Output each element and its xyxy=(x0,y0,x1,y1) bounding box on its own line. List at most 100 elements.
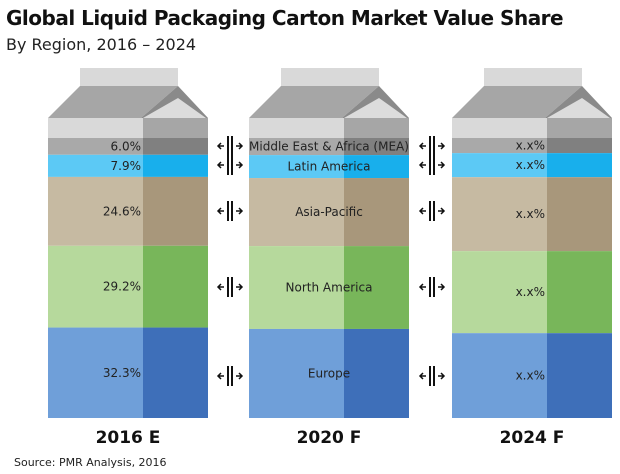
carton-band xyxy=(48,118,143,138)
arrow-right xyxy=(236,372,244,380)
segment-region-label: Europe xyxy=(308,366,350,380)
bar-segment-shade xyxy=(547,333,612,418)
carton-cap xyxy=(484,68,582,86)
chart-title: Global Liquid Packaging Carton Market Va… xyxy=(6,6,564,30)
split-arrows-icon xyxy=(418,136,446,156)
carton-2: Middle East & Africa (MEA) Latin America A… xyxy=(249,68,409,448)
arrow-right xyxy=(236,283,244,291)
carton-roof-front xyxy=(48,86,178,118)
arrow-left xyxy=(418,372,426,380)
arrow-left xyxy=(418,207,426,215)
bar-segment xyxy=(249,138,344,156)
bar-segment xyxy=(249,246,344,329)
bar-segment xyxy=(48,327,143,418)
bar-segment xyxy=(452,153,547,178)
carton-band-side xyxy=(547,118,612,138)
carton-band xyxy=(452,118,547,138)
arrow-left xyxy=(418,161,426,169)
chart-subtitle: By Region, 2016 – 2024 xyxy=(6,35,197,54)
carton-3: x.x% x.x% x.x% x.x% x.x% 2024 F xyxy=(452,68,612,448)
data-label: 32.3% xyxy=(103,366,141,380)
carton-roof-fold xyxy=(344,98,407,118)
segment-region-label: North America xyxy=(286,281,373,295)
split-arrows-icon xyxy=(418,201,446,221)
split-arrows-icon xyxy=(216,136,244,156)
bar-segment-shade xyxy=(344,178,409,247)
segment-region-label: Asia-Pacific xyxy=(295,205,363,219)
carton-roof-fold xyxy=(547,98,610,118)
data-label: x.x% xyxy=(516,369,545,383)
bar-segment xyxy=(249,155,344,179)
segment-region-label: Latin America xyxy=(288,160,371,174)
bar-segment-shade xyxy=(547,177,612,252)
carton-band-side xyxy=(344,118,409,138)
bar-segment-shade xyxy=(547,153,612,178)
data-label: x.x% xyxy=(516,158,545,172)
bar-segment-shade xyxy=(344,246,409,329)
arrow-right xyxy=(438,372,446,380)
split-arrows-icon xyxy=(418,155,446,175)
arrow-right xyxy=(438,161,446,169)
data-label: 24.6% xyxy=(103,204,141,218)
bar-segment-shade xyxy=(143,138,208,155)
split-arrows-icon xyxy=(216,366,244,386)
arrow-left xyxy=(216,142,224,150)
arrow-left xyxy=(418,283,426,291)
data-label: x.x% xyxy=(516,139,545,153)
bar-segment xyxy=(452,251,547,334)
bar-segment xyxy=(48,138,143,155)
split-arrows-icon xyxy=(216,277,244,297)
bar-segment xyxy=(452,177,547,252)
segment-region-label: Middle East & Africa (MEA) xyxy=(249,140,409,154)
split-arrows-icon xyxy=(418,366,446,386)
data-label: 6.0% xyxy=(111,139,142,153)
carton-roof-fold xyxy=(143,98,206,118)
carton-cap xyxy=(80,68,178,86)
data-label: 29.2% xyxy=(103,280,141,294)
carton-band-side xyxy=(143,118,208,138)
carton-cap xyxy=(281,68,379,86)
bar-segment-shade xyxy=(547,251,612,334)
arrow-right xyxy=(236,142,244,150)
arrow-right xyxy=(438,207,446,215)
carton-band xyxy=(249,118,344,138)
carton-1: 6.0% 7.9% 24.6% 29.2% 32.3% 2016 E xyxy=(48,68,208,448)
bar-segment xyxy=(249,178,344,247)
bar-segment-shade xyxy=(143,245,208,328)
bar-segment xyxy=(452,138,547,154)
bar-segment-shade xyxy=(344,155,409,179)
split-arrows-icon xyxy=(216,201,244,221)
arrow-left xyxy=(418,142,426,150)
bar-segment-shade xyxy=(143,176,208,246)
category-label: 2024 F xyxy=(500,428,565,448)
bar-segment xyxy=(48,176,143,246)
bar-segment xyxy=(249,328,344,418)
carton-roof-front xyxy=(452,86,582,118)
category-label: 2020 F xyxy=(297,428,362,448)
source-note: Source: PMR Analysis, 2016 xyxy=(14,456,167,469)
data-label: x.x% xyxy=(516,207,545,221)
arrow-right xyxy=(438,142,446,150)
arrow-left xyxy=(216,207,224,215)
bar-segment-shade xyxy=(143,154,208,177)
arrow-left xyxy=(216,372,224,380)
data-label: x.x% xyxy=(516,285,545,299)
carton-roof-front xyxy=(249,86,379,118)
arrow-right xyxy=(236,161,244,169)
bar-segment-shade xyxy=(143,327,208,418)
arrow-left xyxy=(216,161,224,169)
bar-segment-shade xyxy=(547,138,612,154)
data-label: 7.9% xyxy=(111,159,142,173)
bar-segment-shade xyxy=(344,328,409,418)
arrow-left xyxy=(216,283,224,291)
split-arrows-icon xyxy=(216,155,244,175)
bar-segment xyxy=(48,245,143,328)
bar-segment xyxy=(48,154,143,177)
bar-segment xyxy=(452,333,547,418)
arrow-right xyxy=(438,283,446,291)
split-arrows-icon xyxy=(418,277,446,297)
category-label: 2016 E xyxy=(96,428,161,448)
arrow-right xyxy=(236,207,244,215)
